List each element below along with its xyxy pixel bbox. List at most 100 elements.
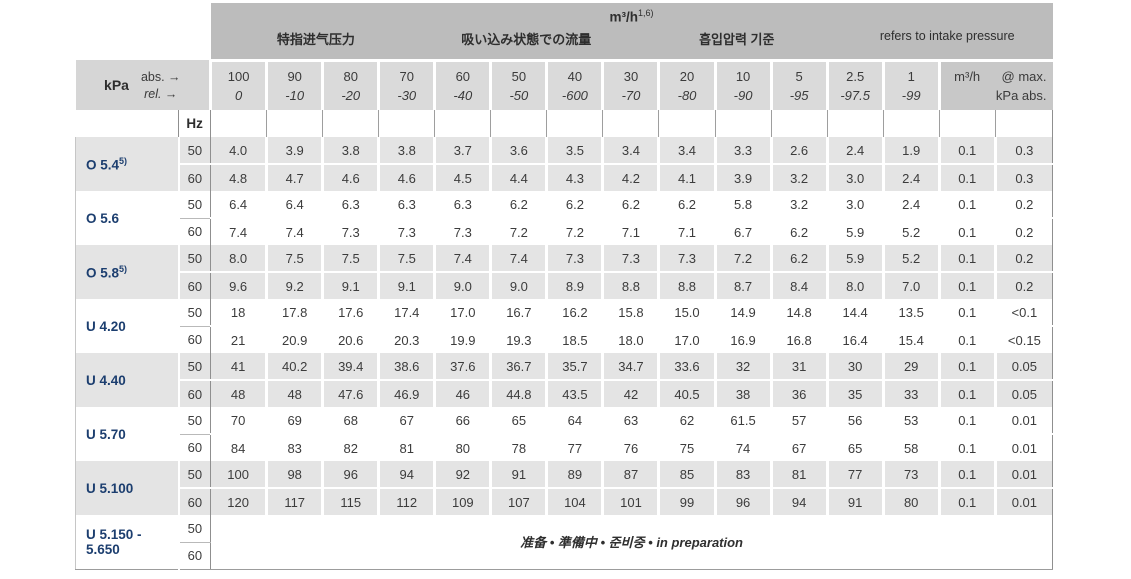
value-cell: 7.5 bbox=[378, 245, 437, 273]
value-cell: 7.3 bbox=[546, 245, 605, 273]
value-cell: 84 bbox=[210, 434, 269, 461]
value-cell: 0.2 bbox=[995, 218, 1054, 245]
value-cell: 0.1 bbox=[939, 380, 997, 407]
value-cell: 7.4 bbox=[434, 245, 493, 273]
value-cell: 4.7 bbox=[266, 164, 325, 191]
value-cell: 6.2 bbox=[771, 245, 829, 273]
value-cell: 63 bbox=[602, 407, 661, 435]
value-cell: 46 bbox=[434, 380, 493, 407]
value-cell: 16.8 bbox=[771, 326, 829, 353]
hz-cell: 50 bbox=[178, 407, 212, 435]
value-cell: 0.01 bbox=[995, 461, 1054, 489]
value-cell: 33.6 bbox=[658, 353, 717, 381]
empty-grid-cell bbox=[827, 110, 884, 137]
empty-grid-cell bbox=[883, 110, 940, 137]
hz-cell: 50 bbox=[178, 515, 212, 543]
pressure-column-header: 60 -40 bbox=[434, 60, 493, 110]
value-cell: 76 bbox=[602, 434, 661, 461]
empty-grid-cell bbox=[266, 110, 324, 137]
empty-grid-cell bbox=[322, 110, 380, 137]
value-cell: 64 bbox=[546, 407, 605, 435]
value-cell: 8.0 bbox=[827, 272, 885, 299]
model-label: U 5.150 - 5.650 bbox=[74, 515, 180, 570]
empty-grid-cell bbox=[602, 110, 660, 137]
hz-cell: 60 bbox=[178, 326, 212, 353]
value-cell: 8.0 bbox=[210, 245, 269, 273]
value-cell: 7.2 bbox=[490, 218, 549, 245]
value-cell: 6.2 bbox=[490, 191, 549, 219]
value-cell: 70 bbox=[210, 407, 269, 435]
table-row: U 5.100 50 100 98 96 94 92 91 89 87 85 83 81 77 73 0.1 0… bbox=[74, 461, 1054, 515]
value-cell: 57 bbox=[771, 407, 829, 435]
value-cell: 44.8 bbox=[490, 380, 549, 407]
value-cell: 16.7 bbox=[490, 299, 549, 327]
table-row: U 4.20 50 18 17.8 17.6 17.4 17.0 16.7 16.2 15.8 15… bbox=[74, 299, 1054, 353]
value-cell: 56 bbox=[827, 407, 885, 435]
empty-grid-cell bbox=[658, 110, 716, 137]
label-chinese: 特指进气压力 bbox=[276, 31, 355, 47]
value-cell: 7.3 bbox=[378, 218, 437, 245]
value-cell: 7.3 bbox=[434, 218, 493, 245]
value-cell: 17.6 bbox=[322, 299, 381, 327]
value-cell: 109 bbox=[434, 488, 493, 515]
value-cell: 68 bbox=[322, 407, 381, 435]
value-cell: 91 bbox=[827, 488, 885, 515]
kpa-abs-column-label: kPa abs. bbox=[995, 87, 1047, 103]
value-cell: 9.0 bbox=[490, 272, 549, 299]
value-cell: 36.7 bbox=[490, 353, 549, 381]
pressure-header-row: kPa abs. → rel. → 100 0 90 -10 80 -20 70 -30 60-… bbox=[75, 60, 1053, 110]
value-cell: 4.5 bbox=[434, 164, 493, 191]
pressure-column-header: 70 -30 bbox=[378, 60, 437, 110]
hz-cell: 60 bbox=[178, 218, 212, 245]
empty-grid-cell bbox=[210, 110, 268, 137]
value-cell: 40.5 bbox=[658, 380, 717, 407]
language-labels: 特指进气压力 吸い込み状態での流量 흡입압력 기준 refers to inta… bbox=[211, 29, 1053, 48]
value-cell: 35.7 bbox=[546, 353, 605, 381]
value-cell: 0.1 bbox=[939, 407, 997, 435]
value-cell: 7.5 bbox=[266, 245, 325, 273]
pressure-column-header: 30 -70 bbox=[602, 60, 661, 110]
hz-cell: 50 bbox=[178, 461, 212, 489]
value-cell: 36 bbox=[771, 380, 829, 407]
value-cell: 96 bbox=[322, 461, 381, 489]
value-cell: 6.2 bbox=[546, 191, 605, 219]
value-cell: 3.6 bbox=[490, 137, 549, 165]
value-cell: 6.3 bbox=[434, 191, 493, 219]
value-cell: 4.4 bbox=[490, 164, 549, 191]
value-cell: 0.1 bbox=[939, 488, 997, 515]
value-cell: 3.0 bbox=[827, 191, 885, 219]
value-cell: 0.01 bbox=[995, 434, 1054, 461]
value-cell: 17.4 bbox=[378, 299, 437, 327]
value-cell: 0.05 bbox=[995, 353, 1054, 381]
value-cell: 80 bbox=[434, 434, 493, 461]
value-cell: 9.2 bbox=[266, 272, 325, 299]
value-cell: 66 bbox=[434, 407, 493, 435]
value-cell: 0.2 bbox=[995, 191, 1054, 219]
value-cell: 73 bbox=[883, 461, 941, 489]
value-cell: 4.6 bbox=[378, 164, 437, 191]
hz-spacer-row: Hz bbox=[76, 110, 1054, 137]
value-cell: 6.2 bbox=[658, 191, 717, 219]
value-cell: 30 bbox=[827, 353, 885, 381]
value-cell: 3.8 bbox=[322, 137, 381, 165]
hz-cell: 60 bbox=[178, 488, 212, 515]
value-cell: 7.2 bbox=[715, 245, 773, 273]
value-cell: 91 bbox=[490, 461, 549, 489]
value-cell: 0.1 bbox=[939, 461, 997, 489]
value-cell: 18.5 bbox=[546, 326, 605, 353]
value-cell: 74 bbox=[715, 434, 773, 461]
table-row: 60 bbox=[76, 542, 1053, 570]
value-cell: 7.0 bbox=[883, 272, 941, 299]
value-cell: 77 bbox=[546, 434, 605, 461]
pressure-column-header: 20 -80 bbox=[658, 60, 717, 110]
empty-grid-cell bbox=[434, 110, 492, 137]
value-cell: 3.3 bbox=[715, 137, 773, 165]
value-cell: 2.4 bbox=[827, 137, 885, 165]
value-cell: 47.6 bbox=[322, 380, 381, 407]
at-max-column-label: @ max. bbox=[1001, 68, 1047, 84]
label-japanese: 吸い込み状態での流量 bbox=[461, 31, 592, 47]
value-cell: 7.3 bbox=[658, 245, 717, 273]
value-cell: 6.3 bbox=[378, 191, 437, 219]
value-cell: 3.0 bbox=[827, 164, 885, 191]
value-cell: 3.9 bbox=[715, 164, 773, 191]
